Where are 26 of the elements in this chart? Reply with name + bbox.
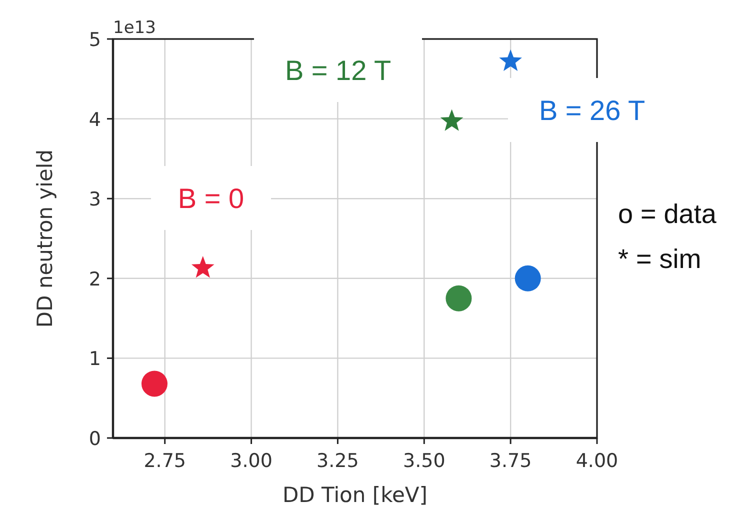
x-tick-label: 4.00 xyxy=(576,450,618,472)
y-tick-label: 0 xyxy=(88,428,101,450)
point xyxy=(514,265,541,292)
x-tick-label: 3.25 xyxy=(316,450,359,472)
x-tick-label: 2.75 xyxy=(144,450,186,472)
x-axis-title: DD Tion [keV] xyxy=(282,483,428,507)
point xyxy=(446,285,472,312)
text: 1e13 xyxy=(113,18,156,38)
text: B = 12 T xyxy=(284,55,392,86)
point xyxy=(141,370,168,397)
y-tick-label: 4 xyxy=(88,108,101,131)
y-tick-label: 3 xyxy=(88,188,101,211)
series-label: B = 0 xyxy=(178,183,244,214)
x-tick-label: 3.00 xyxy=(230,450,272,472)
point xyxy=(191,256,214,278)
x-tick-label: 3.50 xyxy=(402,450,446,472)
text: * = sim xyxy=(618,244,702,274)
text: o = data xyxy=(618,199,718,229)
y-tick-label: 5 xyxy=(88,29,101,51)
y-tick-label: 1 xyxy=(88,348,101,370)
y-axis-title: DD neutron yield xyxy=(33,149,57,328)
point xyxy=(499,49,522,72)
y-tick-label: 2 xyxy=(88,268,101,290)
point xyxy=(440,109,464,131)
series-label: B = 26 T xyxy=(538,95,646,126)
x-tick-label: 3.75 xyxy=(489,450,532,472)
